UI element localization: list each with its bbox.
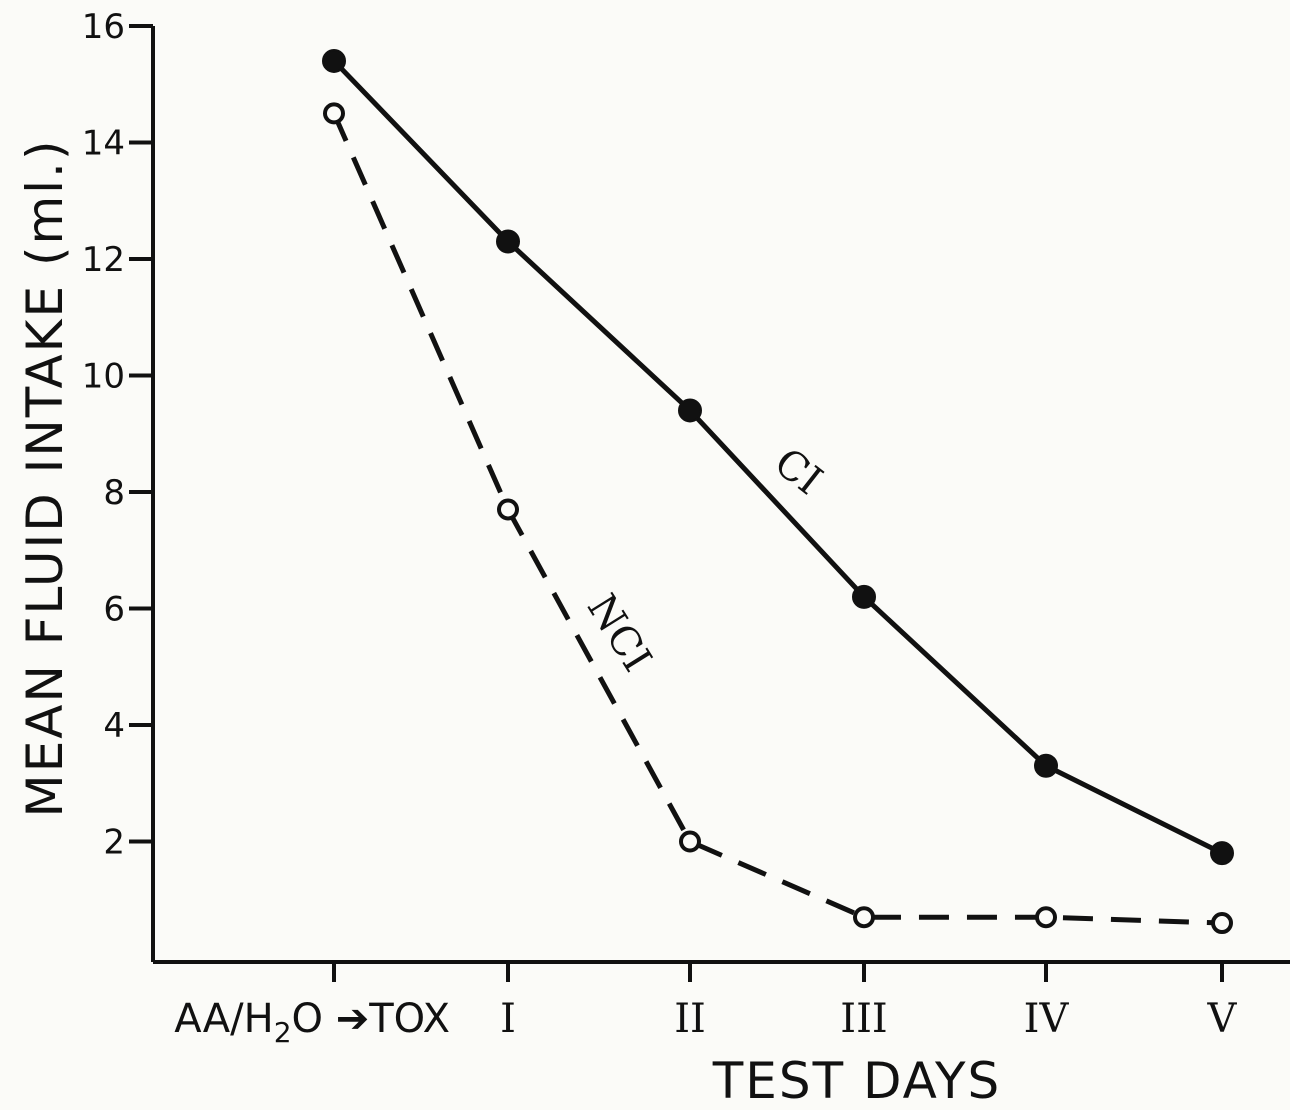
series-line-nci — [331, 112, 1223, 926]
series-ci — [322, 48, 1234, 866]
y-tick-label: 10 — [82, 357, 125, 397]
data-point-ci — [1210, 841, 1234, 866]
series-nci — [323, 102, 1233, 935]
y-axis-title: MEAN FLUID INTAKE (ml.) — [16, 139, 74, 818]
data-point-nci — [853, 906, 875, 929]
y-ticks: 2 4 6 8 10 12 14 16 — [82, 7, 153, 863]
y-tick-label: 12 — [82, 240, 125, 280]
x-tick-label: IV — [1024, 996, 1070, 1042]
y-tick-label: 4 — [103, 706, 125, 746]
y-tick-label: 2 — [103, 823, 125, 863]
data-point-nci — [497, 498, 519, 521]
x-tick-label: V — [1207, 996, 1238, 1042]
data-point-nci — [1035, 906, 1057, 929]
data-point-ci — [1034, 753, 1058, 778]
data-point-ci — [678, 398, 702, 423]
data-point-ci — [852, 584, 876, 609]
x-axis-title: TEST DAYS — [712, 1052, 1002, 1110]
y-tick-label: 16 — [82, 7, 125, 47]
y-tick-label: 14 — [82, 124, 125, 164]
axes — [151, 26, 1290, 964]
series-layer: CI NCI — [322, 48, 1234, 935]
series-label-ci: CI — [766, 439, 831, 504]
data-point-nci — [679, 830, 701, 853]
x-ticks: AA/H2O ➔TOX I II III IV V — [174, 962, 1238, 1049]
data-point-nci — [323, 102, 345, 125]
y-tick-label: 6 — [103, 590, 125, 630]
x-tick-label: II — [674, 996, 706, 1042]
data-point-ci — [496, 229, 520, 254]
series-line-ci — [332, 59, 1224, 856]
y-tick-label: 8 — [103, 473, 125, 513]
series-label-nci: NCI — [578, 586, 660, 679]
x-tick-label: AA/H2O ➔TOX — [174, 996, 450, 1049]
data-point-ci — [322, 48, 346, 73]
x-tick-label: I — [500, 996, 516, 1042]
x-tick-label: III — [840, 996, 887, 1042]
data-point-nci — [1211, 912, 1233, 935]
